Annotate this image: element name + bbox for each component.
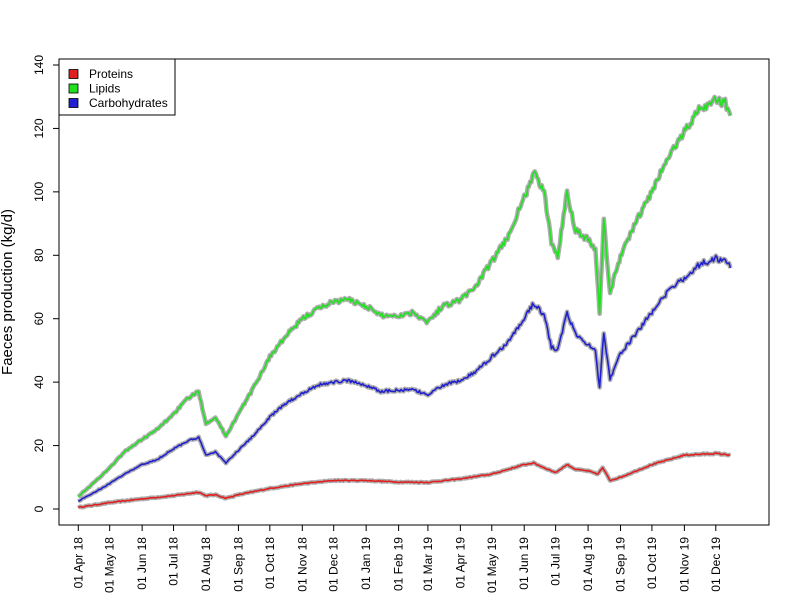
- y-tick-label: 60: [32, 312, 46, 326]
- y-axis: 0 20 40 60 80 100 120 140: [32, 55, 60, 512]
- legend-swatch: [68, 98, 79, 108]
- x-tick-label: 01 Apr 18: [71, 537, 85, 589]
- x-tick-label: 01 Apr 19: [453, 537, 467, 589]
- x-tick-label: 01 May 18: [103, 537, 117, 593]
- x-tick-label: 01 Jul 19: [549, 537, 563, 586]
- y-tick-label: 140: [32, 55, 46, 75]
- x-tick-label: 01 Jun 18: [135, 537, 149, 590]
- series-lines: [77, 96, 732, 509]
- y-tick-label: 100: [32, 182, 46, 202]
- y-tick-label: 120: [32, 118, 46, 138]
- x-tick-label: 01 Aug 19: [581, 537, 595, 591]
- y-tick-label: 80: [32, 248, 46, 262]
- legend-label: Proteins: [89, 67, 133, 81]
- x-tick-label: 01 Jan 19: [359, 537, 373, 590]
- x-tick-label: 01 Oct 18: [263, 537, 277, 589]
- series-line-lipids: [77, 96, 732, 498]
- x-tick-label: 01 Jul 18: [167, 537, 181, 586]
- y-axis-label: Faeces production (kg/d): [0, 209, 16, 375]
- x-tick-label: 01 Nov 19: [677, 537, 691, 592]
- x-tick-label: 01 Aug 18: [199, 537, 213, 591]
- x-tick-label: 01 Mar 19: [421, 537, 435, 591]
- series-line-proteins: [77, 452, 731, 509]
- x-tick-label: 01 Sep 19: [614, 537, 628, 592]
- series-line-carbohydrates: [77, 254, 732, 503]
- x-tick-label: 01 Feb 19: [392, 537, 406, 591]
- x-tick-label: 01 Jun 19: [517, 537, 531, 590]
- x-tick-label: 01 Sep 18: [231, 537, 245, 592]
- y-tick-label: 20: [32, 439, 46, 453]
- x-tick-label: 01 May 19: [485, 537, 499, 593]
- x-tick-label: 01 Dec 19: [709, 537, 723, 592]
- legend-label: Lipids: [89, 82, 120, 96]
- y-tick-label: 0: [32, 505, 46, 512]
- x-axis: 01 Apr 18 01 May 18 01 Jun 18 01 Jul 18 01 A…: [71, 524, 723, 593]
- legend-swatch: [68, 83, 79, 94]
- x-tick-label: 01 Dec 18: [327, 537, 341, 592]
- x-tick-label: 01 Nov 18: [295, 537, 309, 592]
- legend-label: Carbohydrates: [89, 96, 168, 110]
- y-tick-label: 40: [32, 375, 46, 389]
- x-tick-label: 01 Oct 19: [645, 537, 659, 589]
- legend-swatch: [68, 69, 79, 79]
